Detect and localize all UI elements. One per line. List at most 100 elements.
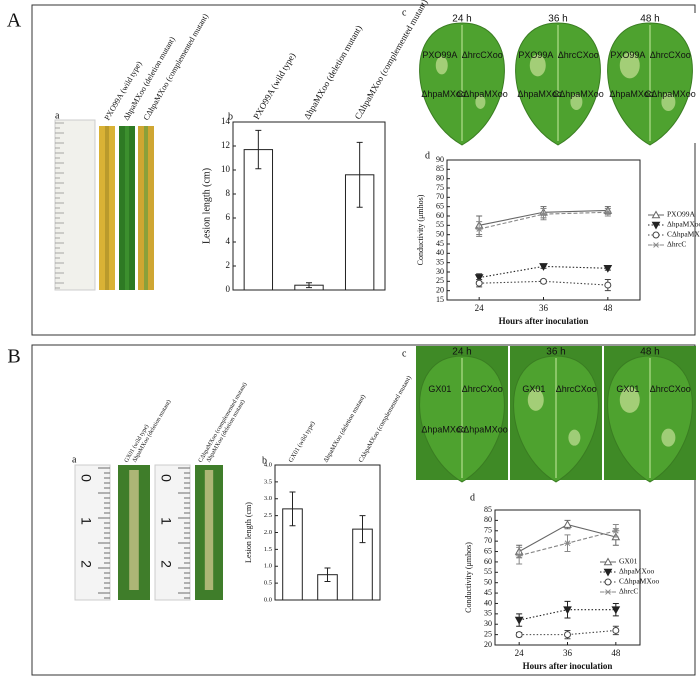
error-bar — [324, 567, 331, 582]
y-tick-label: 4 — [226, 236, 231, 246]
time-label: 48 h — [640, 347, 659, 358]
y-tick-label: 35 — [484, 609, 492, 618]
lesion — [619, 386, 640, 413]
y-tick-label: 85 — [484, 505, 492, 514]
error-bar — [359, 515, 366, 544]
lesion — [570, 93, 583, 110]
y-tick-label: 40 — [484, 598, 492, 607]
y-tick-label: 30 — [436, 267, 444, 276]
y-tick-label: 50 — [484, 578, 492, 587]
y-tick-label: 30 — [484, 619, 492, 628]
error-bar — [306, 282, 312, 289]
legend-label: CΔhpaMXoo — [619, 577, 659, 586]
x-tick-label: 48 — [611, 648, 621, 658]
y-tick-label: 50 — [436, 229, 444, 238]
subpanel-letter: c — [402, 7, 407, 18]
y-tick-label: 12 — [221, 140, 230, 150]
site-label: CΔhpaMXoo — [553, 89, 604, 99]
marker — [564, 540, 571, 547]
marker — [540, 211, 547, 217]
y-tick-label: 35 — [436, 257, 444, 266]
y-tick-label: 1.5 — [264, 546, 272, 553]
panel-letter: B — [7, 346, 20, 368]
legend-label: PXO99A — [667, 210, 696, 219]
lesion — [661, 428, 676, 447]
y-tick-label: 25 — [436, 276, 444, 285]
y-tick-label: 0.5 — [264, 580, 272, 587]
x-tick-label: GX01 (wild type) — [287, 420, 316, 464]
marker — [603, 557, 613, 566]
panel-frame — [31, 344, 696, 676]
subpanel-letter: b — [262, 455, 267, 466]
time-label: 24 h — [452, 347, 471, 358]
y-tick-label: 10 — [221, 164, 231, 174]
subpanel-letter: c — [402, 348, 407, 359]
y-tick-label: 90 — [436, 155, 444, 164]
x-tick-label: 36 — [539, 303, 549, 313]
y-tick-label: 70 — [436, 192, 444, 201]
x-tick-label: 36 — [563, 648, 573, 658]
leaf-strip-center — [105, 126, 109, 290]
site-label: PXO99A — [610, 50, 645, 60]
lesion — [661, 92, 676, 111]
site-label: CΔhpaMXoo — [457, 89, 508, 99]
y-tick-label: 60 — [484, 557, 492, 566]
marker — [475, 279, 483, 287]
time-label: 24 h — [452, 14, 471, 25]
marker — [604, 209, 612, 216]
subpanel-letter: d — [470, 492, 475, 503]
legend-label: CΔhpaMXoo — [667, 230, 700, 239]
strain-label: CΔhpaMXoo (complemented mutant) — [197, 381, 249, 463]
x-tick-label: CΔhpaMXoo (complemented mutant) — [357, 375, 412, 464]
site-label: ΔhpaMXoo — [421, 424, 466, 434]
marker — [612, 626, 620, 634]
marker — [514, 616, 524, 625]
strain-label: ΔhpaMXoo (deletion mutant) — [131, 399, 173, 464]
site-label: ΔhpaMXoo — [517, 89, 562, 99]
ruler-number: 0 — [158, 474, 174, 482]
subpanel-letter: a — [72, 454, 77, 465]
y-tick-label: 2 — [226, 260, 231, 270]
y-tick-label: 25 — [484, 629, 492, 638]
bar — [243, 149, 274, 291]
y-tick-label: 15 — [436, 295, 444, 304]
y-tick-label: 55 — [484, 567, 492, 576]
error-bar — [356, 141, 363, 208]
y-axis-label: Conductivity (μmhos) — [416, 194, 425, 265]
y-tick-label: 45 — [484, 588, 492, 597]
site-label: CΔhpaMXoo — [457, 424, 508, 434]
x-tick-label: 48 — [603, 303, 613, 313]
subpanel-letter: d — [425, 150, 430, 161]
series-line — [519, 629, 616, 636]
series-line — [479, 265, 608, 279]
y-tick-label: 4.0 — [264, 461, 272, 468]
time-label: 36 h — [546, 347, 565, 358]
y-tick-label: 45 — [436, 239, 444, 248]
marker — [651, 210, 661, 219]
legend-label: ΔhrcC — [619, 587, 638, 596]
site-label: PXO99A — [422, 50, 457, 60]
site-label: CΔhpaMXoo — [645, 89, 696, 99]
leaf-strip-lesion — [204, 470, 214, 590]
site-label: ΔhrcCXoo — [556, 384, 597, 394]
marker — [652, 242, 660, 248]
error-bar — [289, 491, 296, 527]
y-tick-label: 1.0 — [264, 563, 272, 570]
site-label: ΔhpaMXoo — [421, 89, 466, 99]
ruler — [74, 464, 111, 601]
y-tick-label: 3.5 — [264, 478, 272, 485]
site-label: ΔhrcCXoo — [650, 384, 691, 394]
site-label: GX01 — [428, 384, 451, 394]
leaf-strip-center — [144, 126, 148, 290]
subpanel-letter: a — [55, 110, 60, 121]
y-tick-label: 65 — [436, 201, 444, 210]
lesion — [475, 94, 486, 109]
marker — [475, 226, 483, 232]
y-tick-label: 8 — [226, 188, 231, 198]
marker — [515, 631, 523, 639]
y-tick-label: 75 — [436, 183, 444, 192]
marker — [604, 578, 612, 586]
lesion — [527, 388, 544, 411]
